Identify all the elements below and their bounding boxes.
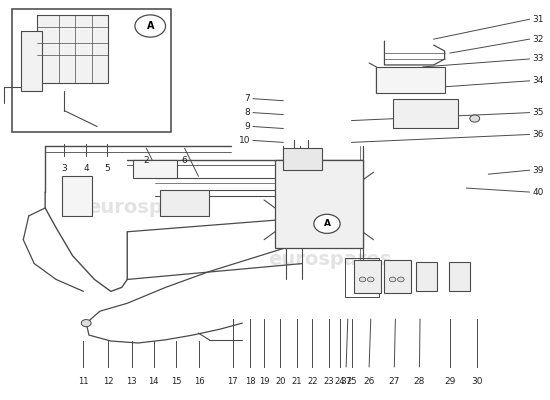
Text: 2: 2 — [144, 156, 149, 165]
Circle shape — [389, 277, 396, 282]
Text: 25: 25 — [346, 377, 357, 386]
Text: 16: 16 — [194, 377, 205, 386]
Bar — [354, 260, 381, 293]
Bar — [449, 262, 470, 291]
Text: A: A — [323, 219, 331, 228]
Text: 19: 19 — [259, 377, 270, 386]
Text: 23: 23 — [323, 377, 334, 386]
Text: 34: 34 — [532, 76, 543, 85]
Bar — [62, 176, 92, 216]
Text: 14: 14 — [148, 377, 159, 386]
Text: 18: 18 — [245, 377, 256, 386]
Text: 5: 5 — [104, 164, 110, 173]
Bar — [20, 31, 42, 91]
Text: 17: 17 — [228, 377, 238, 386]
Text: 4: 4 — [84, 164, 89, 173]
Text: 1: 1 — [94, 109, 99, 118]
Text: A: A — [146, 21, 154, 31]
Circle shape — [470, 115, 480, 122]
Bar — [283, 148, 322, 170]
Text: 6: 6 — [182, 156, 188, 165]
Bar — [160, 190, 210, 216]
Text: 12: 12 — [103, 377, 113, 386]
Bar — [393, 99, 458, 128]
Text: eurospares: eurospares — [87, 198, 211, 218]
Text: 26: 26 — [364, 377, 375, 386]
Bar — [133, 160, 177, 178]
Circle shape — [359, 277, 366, 282]
Bar — [37, 15, 108, 83]
Text: 22: 22 — [307, 377, 317, 386]
Text: 15: 15 — [171, 377, 182, 386]
Text: 37: 37 — [340, 377, 352, 386]
Bar — [345, 258, 379, 297]
Text: eurospares: eurospares — [268, 250, 392, 269]
Text: 21: 21 — [292, 377, 302, 386]
Text: 40: 40 — [532, 188, 543, 196]
Circle shape — [135, 15, 166, 37]
Text: 3: 3 — [62, 164, 67, 173]
Text: 11: 11 — [78, 377, 89, 386]
Text: 8: 8 — [245, 108, 250, 117]
Text: 39: 39 — [532, 166, 544, 175]
Circle shape — [81, 320, 91, 327]
Circle shape — [314, 214, 340, 233]
Text: 33: 33 — [532, 54, 544, 64]
Bar — [384, 260, 411, 293]
Text: 24: 24 — [334, 377, 345, 386]
Text: 29: 29 — [444, 377, 456, 386]
Text: 36: 36 — [532, 130, 544, 139]
Bar — [416, 262, 437, 291]
Text: 13: 13 — [126, 377, 137, 386]
Circle shape — [398, 277, 404, 282]
Bar — [275, 160, 362, 248]
Text: 27: 27 — [389, 377, 400, 386]
Text: 35: 35 — [532, 108, 544, 117]
Circle shape — [367, 277, 374, 282]
Bar — [12, 9, 171, 132]
Text: 32: 32 — [532, 35, 543, 44]
Bar — [376, 67, 444, 93]
Text: 7: 7 — [245, 94, 250, 103]
Text: 30: 30 — [472, 377, 483, 386]
Text: 10: 10 — [239, 136, 250, 145]
Text: 28: 28 — [414, 377, 425, 386]
Text: 20: 20 — [275, 377, 285, 386]
Text: 9: 9 — [245, 122, 250, 131]
Text: 31: 31 — [532, 15, 544, 24]
